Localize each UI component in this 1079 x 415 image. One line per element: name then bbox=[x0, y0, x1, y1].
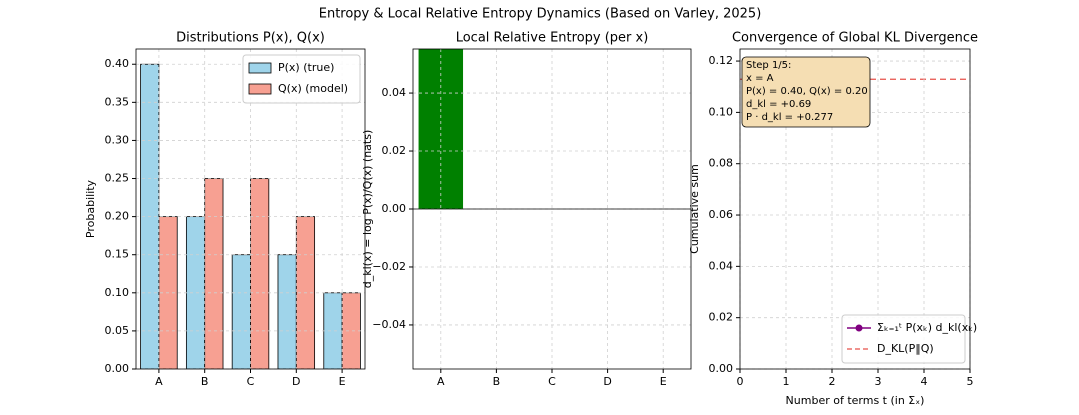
legend-label: Σₖ₌₁ᵗ P(xₖ) d_kl(xₖ) bbox=[877, 321, 977, 334]
x-tick-label: A bbox=[437, 375, 445, 388]
y-tick-label: 0.40 bbox=[105, 57, 130, 70]
annotation-line: Step 1/5: bbox=[746, 60, 791, 71]
y-tick-label: 0.00 bbox=[709, 362, 734, 375]
x-tick-label: C bbox=[247, 375, 255, 388]
y-tick-label: −0.02 bbox=[372, 260, 406, 273]
annotation-line: P(x) = 0.40, Q(x) = 0.20 bbox=[746, 86, 868, 97]
x-tick-label: B bbox=[201, 375, 209, 388]
chart-title: Convergence of Global KL Divergence bbox=[732, 31, 978, 46]
annotation-line: P · d_kl = +0.277 bbox=[746, 112, 833, 123]
annotation-line: x = A bbox=[746, 73, 774, 84]
plot-frame bbox=[739, 48, 971, 370]
y-tick-label: 0.05 bbox=[105, 324, 130, 337]
x-tick-label: 2 bbox=[829, 375, 836, 388]
x-axis-label: Number of terms t (in Σₓ) bbox=[786, 394, 925, 407]
legend-box bbox=[242, 54, 361, 104]
legend-swatch bbox=[248, 83, 272, 95]
y-tick-label: 0.20 bbox=[105, 210, 130, 223]
y-axis-label: Probability bbox=[84, 179, 97, 238]
x-tick-label: E bbox=[660, 375, 667, 388]
bar bbox=[341, 292, 361, 369]
y-tick-label: 0.04 bbox=[382, 86, 407, 99]
x-tick-label: D bbox=[292, 375, 300, 388]
bar bbox=[231, 254, 251, 369]
legend-label: D_KL(P‖Q) bbox=[877, 342, 934, 355]
y-tick-label: 0.02 bbox=[382, 144, 407, 157]
x-tick-label: D bbox=[603, 375, 611, 388]
x-tick-label: 1 bbox=[783, 375, 790, 388]
x-tick-label: A bbox=[155, 375, 163, 388]
x-tick-label: 5 bbox=[967, 375, 974, 388]
bar bbox=[204, 178, 224, 369]
bar bbox=[250, 178, 270, 369]
plot-frame bbox=[135, 48, 366, 370]
bar bbox=[277, 254, 297, 369]
x-tick-label: 4 bbox=[921, 375, 928, 388]
x-tick-label: B bbox=[493, 375, 501, 388]
y-axis-label: Cumulative sum bbox=[688, 164, 701, 254]
y-tick-label: 0.00 bbox=[105, 362, 130, 375]
annotation-box bbox=[741, 56, 871, 128]
bar bbox=[185, 216, 206, 369]
legend-label: P(x) (true) bbox=[278, 61, 334, 74]
y-tick-label: −0.04 bbox=[372, 318, 406, 331]
chart-title: Distributions P(x), Q(x) bbox=[176, 31, 325, 46]
x-tick-label: 0 bbox=[737, 375, 744, 388]
x-tick-label: E bbox=[339, 375, 346, 388]
x-tick-label: 3 bbox=[875, 375, 882, 388]
y-tick-label: 0.25 bbox=[105, 172, 130, 185]
y-tick-label: 0.02 bbox=[709, 311, 734, 324]
y-tick-label: 0.10 bbox=[709, 105, 734, 118]
y-tick-label: 0.10 bbox=[105, 286, 130, 299]
legend-marker bbox=[855, 324, 863, 332]
figure-title: Entropy & Local Relative Entropy Dynamic… bbox=[319, 7, 762, 22]
legend-label: Q(x) (model) bbox=[278, 82, 348, 95]
annotation-line: d_kl = +0.69 bbox=[746, 99, 811, 110]
bar bbox=[323, 292, 343, 369]
y-tick-label: 0.04 bbox=[709, 259, 734, 272]
y-axis-label: d_kl(x) = log P(x)/Q(x) (nats) bbox=[361, 130, 374, 289]
x-tick-label: C bbox=[548, 375, 556, 388]
legend-box bbox=[841, 314, 966, 364]
chart-title: Local Relative Entropy (per x) bbox=[456, 31, 649, 46]
y-tick-label: 0.30 bbox=[105, 133, 130, 146]
y-tick-label: 0.06 bbox=[709, 208, 734, 221]
y-tick-label: 0.00 bbox=[382, 202, 407, 215]
plot-frame bbox=[412, 48, 692, 370]
y-tick-label: 0.15 bbox=[105, 248, 130, 261]
y-tick-label: 0.35 bbox=[105, 95, 130, 108]
y-tick-label: 0.12 bbox=[709, 54, 734, 67]
y-tick-label: 0.08 bbox=[709, 157, 734, 170]
legend-swatch bbox=[248, 62, 272, 74]
